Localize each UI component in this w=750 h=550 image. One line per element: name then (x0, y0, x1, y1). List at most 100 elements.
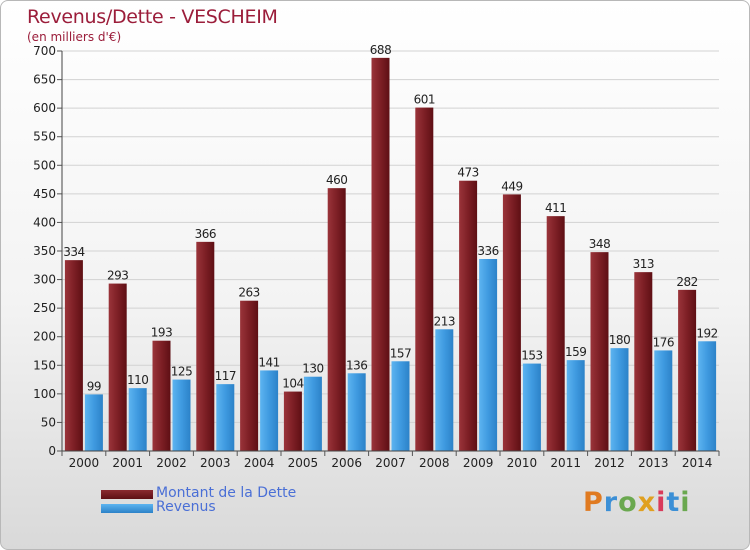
y-tick-label: 150 (33, 358, 56, 372)
revenue-bar (303, 376, 322, 451)
debt-value-label: 473 (457, 166, 478, 180)
revenue-value-label: 180 (609, 333, 630, 347)
revenue-value-label: 130 (302, 362, 323, 376)
debt-value-label: 334 (63, 245, 84, 259)
x-tick-label: 2007 (375, 456, 406, 470)
y-tick-label: 0 (48, 444, 56, 458)
revenue-bar (347, 373, 366, 451)
x-tick-label: 2003 (200, 456, 231, 470)
revenue-bar (172, 379, 191, 451)
revenue-value-label: 125 (171, 365, 192, 379)
debt-bar (240, 300, 259, 451)
revenue-value-label: 159 (565, 345, 586, 359)
legend-label-debt: Montant de la Dette (156, 485, 297, 501)
revenue-bar (216, 384, 235, 451)
gridlines (62, 50, 719, 452)
debt-bar (678, 289, 697, 451)
debt-bar (152, 340, 171, 451)
debt-value-label: 293 (107, 269, 128, 283)
revenue-value-label: 99 (87, 379, 101, 393)
x-axis: 2000 2001 2002 2003 2004 2005 2006 2007 2008 2009… (61, 450, 720, 470)
y-tick-label: 450 (33, 187, 56, 201)
debt-bar (196, 241, 215, 451)
y-tick-label: 300 (33, 273, 56, 287)
debt-bar (371, 57, 390, 451)
revenue-bar (566, 360, 585, 451)
revenue-bar (522, 363, 541, 451)
debt-value-label: 449 (501, 179, 522, 193)
y-tick-label: 700 (33, 44, 56, 58)
debt-bar (108, 283, 127, 451)
y-tick-label: 550 (33, 130, 56, 144)
revenue-value-label: 153 (521, 349, 542, 363)
debt-value-label: 688 (370, 43, 391, 57)
logo-letter: t (666, 487, 681, 518)
revenue-value-label: 192 (696, 326, 717, 340)
x-tick-label: 2000 (69, 456, 100, 470)
y-tick-label: 200 (33, 330, 56, 344)
y-tick-label: 50 (41, 415, 56, 429)
y-tick-label: 250 (33, 301, 56, 315)
y-tick-label: 500 (33, 158, 56, 172)
x-tick-label: 2010 (507, 456, 538, 470)
x-tick-label: 2013 (638, 456, 669, 470)
debt-value-label: 104 (282, 377, 303, 391)
revenue-value-label: 110 (127, 373, 148, 387)
x-tick-label: 2004 (244, 456, 275, 470)
revenue-bar (128, 388, 147, 451)
revenue-bar (84, 394, 103, 451)
debt-bar (634, 272, 653, 451)
revenue-value-label: 117 (215, 369, 236, 383)
logo-letter: x (637, 487, 657, 518)
proxiti-logo: Proxiti (583, 487, 691, 518)
logo-letter: i (656, 487, 667, 518)
revenue-value-label: 157 (390, 346, 411, 360)
legend-swatch-revenue (101, 504, 153, 513)
chart-subtitle: (en milliers d'€) (27, 30, 122, 44)
logo-letter: P (583, 487, 604, 518)
revenue-value-label: 336 (477, 244, 498, 258)
y-tick-label: 100 (33, 387, 56, 401)
logo-letter: r (603, 487, 619, 518)
x-tick-label: 2014 (682, 456, 713, 470)
x-tick-label: 2006 (331, 456, 362, 470)
x-tick-label: 2011 (550, 456, 581, 470)
y-tick-label: 400 (33, 215, 56, 229)
y-tick-label: 350 (33, 244, 56, 258)
debt-value-label: 313 (633, 257, 654, 271)
x-tick-label: 2002 (156, 456, 187, 470)
x-tick-label: 2008 (419, 456, 450, 470)
revenue-bar (391, 361, 410, 451)
debt-value-label: 348 (589, 237, 610, 251)
debt-value-label: 263 (238, 286, 259, 300)
logo-letter: o (618, 487, 638, 518)
x-tick-label: 2001 (112, 456, 143, 470)
revenue-bar (654, 350, 673, 451)
y-axis: 0 50 100 150 200 250 300 350 400 450 500 550 600 650 7… (33, 44, 63, 458)
debt-bar (327, 188, 346, 451)
logo-letter: i (680, 487, 691, 518)
revenue-bar (610, 348, 629, 451)
legend-label-revenue: Revenus (156, 499, 216, 515)
debt-bar (590, 252, 609, 451)
x-tick-label: 2012 (594, 456, 625, 470)
debt-value-label: 411 (545, 201, 566, 215)
debt-bar (415, 107, 434, 452)
revenue-bar (435, 329, 454, 451)
revenue-value-label: 141 (258, 355, 279, 369)
revenue-bar (698, 341, 717, 451)
x-tick-label: 2009 (463, 456, 494, 470)
y-tick-label: 650 (33, 73, 56, 87)
chart-title: Revenus/Dette - VESCHEIM (27, 6, 278, 28)
revenue-value-label: 213 (434, 314, 455, 328)
debt-bar (283, 391, 302, 451)
revenue-bar (479, 259, 498, 451)
debt-bar (502, 194, 521, 451)
debt-value-label: 601 (414, 93, 435, 107)
revenue-value-label: 176 (653, 335, 674, 349)
debt-bar (459, 180, 478, 451)
legend-swatch-debt (101, 490, 153, 499)
debt-value-label: 282 (676, 275, 697, 289)
